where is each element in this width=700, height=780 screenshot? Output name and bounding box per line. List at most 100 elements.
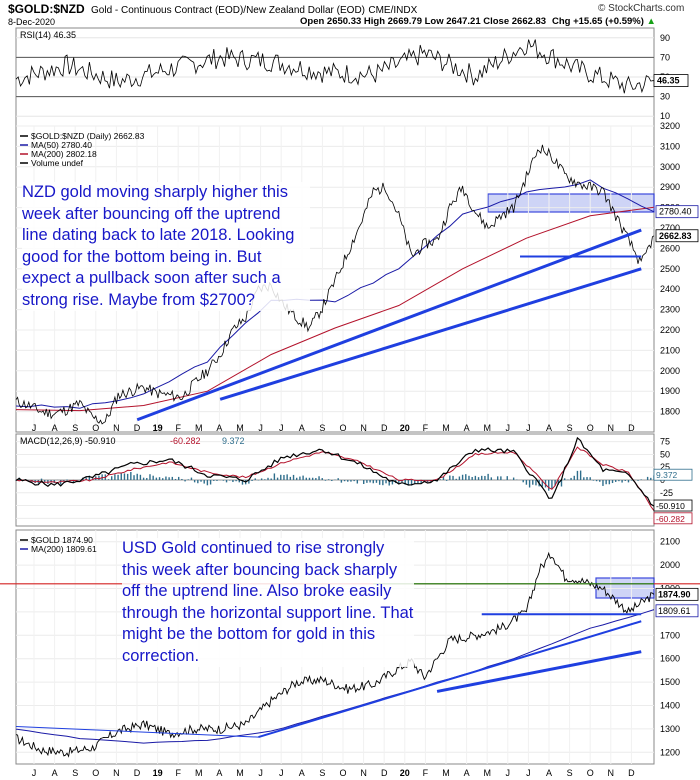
macd-histogram-bar	[40, 478, 43, 480]
usd-tick-label: 2000	[660, 560, 680, 570]
nzd-x-tick-label: J	[526, 423, 531, 433]
macd-histogram-bar	[551, 480, 553, 489]
macd-hist-value-box	[653, 468, 693, 481]
nzd-x-tick-label: A	[464, 423, 470, 433]
macd-histogram-bar	[318, 476, 320, 480]
macd-histogram-bar	[248, 480, 250, 484]
nzd-ma50-value: 2780.40	[659, 207, 692, 217]
rsi-tick-label: 70	[660, 52, 670, 62]
macd-histogram-bar	[608, 480, 611, 485]
usd-x-tick-label: O	[92, 768, 99, 778]
macd-histogram-bar	[337, 478, 339, 480]
macd-histogram-bar	[200, 480, 202, 482]
nzd-x-tick-label: S	[567, 423, 573, 433]
macd-histogram-bar	[640, 479, 642, 480]
rsi-line	[15, 39, 655, 94]
nzd-tick-label: 2400	[660, 284, 680, 294]
macd-histogram-bar	[350, 480, 352, 482]
macd-histogram-bar	[366, 480, 368, 483]
macd-histogram-bar	[197, 480, 199, 484]
nzd-price-value: 2662.83	[659, 231, 692, 241]
macd-histogram-bar	[535, 480, 537, 486]
macd-histogram-bar	[343, 480, 346, 482]
macd-histogram-bar	[583, 477, 585, 480]
up-arrow-icon: ▲	[646, 16, 656, 27]
macd-histogram-bar	[385, 480, 387, 484]
macd-histogram-bar	[560, 480, 563, 487]
nzd-x-tick-label: N	[113, 423, 120, 433]
chart-header: $GOLD:$NZD Gold - Continuous Contract (E…	[8, 2, 417, 16]
macd-tick-label: -25	[660, 488, 673, 498]
usd-x-tick-label: O	[587, 768, 594, 778]
usd-x-tick-label: A	[216, 768, 222, 778]
macd-histogram-bar	[126, 473, 129, 480]
nzd-x-tick-label: S	[319, 423, 325, 433]
usd-x-tick-label: A	[464, 768, 470, 778]
rsi-value-box	[653, 74, 689, 87]
macd-histogram-bar	[461, 474, 464, 480]
symbol-title: $GOLD:$NZD	[8, 2, 85, 16]
macd-histogram-bar	[382, 480, 384, 486]
macd-histogram-bar	[512, 477, 515, 480]
macd-histogram-bar	[120, 473, 122, 480]
usd-x-tick-label: J	[279, 768, 284, 778]
nzd-x-tick-label: S	[72, 423, 78, 433]
usd-x-tick-label: 20	[400, 768, 410, 778]
macd-histogram-bar	[59, 480, 62, 485]
macd-histogram-bar	[624, 480, 626, 481]
nzd-x-tick-label: J	[32, 423, 37, 433]
macd-histogram-bar	[232, 480, 234, 483]
nzd-x-tick-label: A	[546, 423, 552, 433]
date-label: 8-Dec-2020	[8, 17, 56, 27]
nzd-x-tick-label: M	[483, 423, 491, 433]
macd-histogram-bar	[130, 472, 132, 480]
macd-histogram-bar	[372, 480, 374, 484]
nzd-x-tick-label: O	[339, 423, 346, 433]
usd-legend-ma200: MA(200) 1809.61	[31, 544, 97, 554]
macd-histogram-bar	[146, 477, 148, 480]
macd-histogram-bar	[528, 480, 531, 488]
nzd-x-tick-label: D	[134, 423, 141, 433]
usd-x-tick-label: F	[423, 768, 429, 778]
usd-tick-label: 1200	[660, 747, 680, 757]
macd-histogram-bar	[136, 473, 138, 480]
usd-x-tick-label: A	[52, 768, 58, 778]
nzd-ma200-line	[15, 206, 655, 412]
macd-histogram-bar	[324, 480, 327, 481]
usd-tick-label: 1700	[660, 630, 680, 640]
nzd-price-box	[655, 229, 699, 243]
nzd-tick-label: 2200	[660, 325, 680, 335]
usd-x-tick-label: J	[32, 768, 37, 778]
nzd-uptrend-line-upper	[136, 228, 642, 422]
usd-tick-label: 1600	[660, 654, 680, 664]
macd-histogram-bar	[308, 477, 311, 480]
macd-histogram-bar	[563, 478, 566, 480]
macd-histogram-bar	[44, 480, 46, 482]
usd-x-tick-label: A	[299, 768, 305, 778]
nzd-tick-label: 3100	[660, 141, 680, 151]
rsi-tick-label: 30	[660, 92, 670, 102]
macd-histogram-bar	[251, 480, 253, 481]
macd-histogram-bar	[554, 480, 556, 486]
macd-histogram-bar	[190, 477, 193, 480]
macd-histogram-bar	[474, 475, 477, 480]
macd-histogram-bar	[283, 474, 285, 480]
rsi-value-label: 46.35	[657, 76, 680, 86]
nzd-legend-price: $GOLD:$NZD (Daily) 2662.83	[31, 131, 145, 141]
usd-annotation: USD Gold continued to rise strongly this…	[122, 538, 414, 667]
rsi-tick-label: 90	[660, 33, 670, 43]
usd-tick-label: 1300	[660, 724, 680, 734]
macd-histogram-bar	[187, 479, 189, 480]
macd-histogram-bar	[168, 477, 170, 480]
macd-histogram-bar	[378, 480, 381, 485]
macd-histogram-bar	[611, 480, 614, 484]
macd-histogram-bar	[621, 480, 623, 483]
copyright-label: © StockCharts.com	[598, 3, 685, 14]
usd-uptrend-line-upper	[258, 620, 642, 739]
macd-histogram-bar	[165, 476, 167, 480]
nzd-tick-label: 2500	[660, 264, 680, 274]
usd-x-tick-label: S	[319, 768, 325, 778]
macd-histogram-bar	[174, 478, 177, 480]
macd-value-box	[653, 499, 693, 512]
